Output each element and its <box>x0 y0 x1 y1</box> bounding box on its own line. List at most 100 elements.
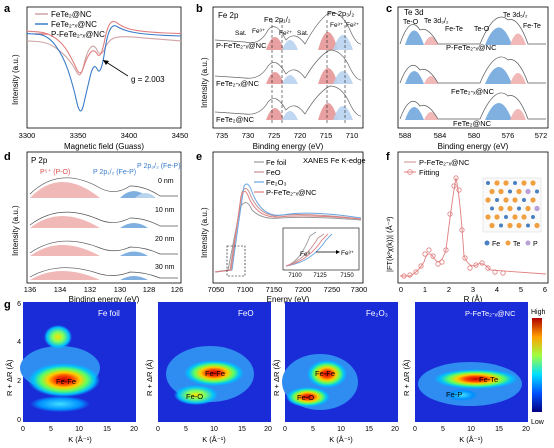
fit-marker <box>401 273 407 279</box>
legend-label: P-FeTe₂-ₓ@NC <box>266 188 317 197</box>
x-tick-label: 2 <box>447 285 451 294</box>
fe2-peak <box>266 108 284 120</box>
p-o-peak <box>30 216 100 228</box>
x-tick-label: 130 <box>114 285 127 294</box>
x-tick-label: 15 <box>238 426 246 433</box>
x-tick-labels: 0 5 10 15 20 0 5 10 15 20 0 5 10 15 20 0… <box>21 426 530 433</box>
atom <box>494 214 500 220</box>
sample-curve <box>214 191 362 273</box>
epr-series-line <box>26 36 182 76</box>
hotspot <box>434 369 518 389</box>
x-tick-label: 3 <box>471 285 475 294</box>
inset: Fe⁰ Fe³⁺ 7100 7125 7150 <box>282 227 360 279</box>
fit-marker <box>407 272 413 278</box>
wt-map-feo: FeO Fe-Fe Fe-O <box>158 302 271 422</box>
x-tick-label: 3450 <box>172 131 189 140</box>
plot-frame <box>212 6 364 129</box>
legend-label: Fitting <box>419 168 439 177</box>
x-axis-label: Binding energy (eV) <box>69 295 140 304</box>
fit-peaks <box>266 32 353 120</box>
atom <box>530 180 536 186</box>
legend-marker <box>407 169 413 175</box>
peak-label: Fe²⁺ <box>346 22 359 29</box>
depth-label: 10 nm <box>155 207 175 214</box>
peak-label: Fe³⁺ <box>252 28 265 35</box>
p-icon <box>525 240 531 246</box>
peak-label: Sat. <box>297 30 309 37</box>
x-tick-label: 7300 <box>351 285 368 294</box>
panel-f: f P-FeTe₂-ₓ@NC Fitting Fe Te P |FT(k²χ(k… <box>385 151 549 304</box>
atom <box>498 205 504 212</box>
x-tick-label: 730 <box>242 131 255 140</box>
x-axis-label: Binding energy (eV) <box>438 142 509 151</box>
panel-b: b Fe 2p Fe 2p₁/₂ <box>196 3 364 151</box>
x-tick-label: 134 <box>54 285 67 294</box>
x-tick-labels: 588 584 580 576 572 <box>399 131 548 140</box>
bond-label: Fe-Te <box>479 375 498 384</box>
fit-envelope <box>399 56 546 84</box>
fe-p-peak <box>120 251 148 256</box>
fe2-peak <box>266 37 284 50</box>
x-tick-label: 10 <box>210 426 218 433</box>
fit-envelope <box>214 11 362 45</box>
x-tick-label: 7200 <box>295 285 312 294</box>
map-title: P-FeTe₂-ₓ@NC <box>465 309 516 318</box>
inset-tick: 7100 <box>288 273 302 279</box>
x-tick-label: 588 <box>399 131 412 140</box>
legend: Fe foil FeO Fe₂O₃ P-FeTe₂-ₓ@NC <box>254 158 317 197</box>
peak-label: Fe²⁺ <box>279 30 292 37</box>
legend: FeTe₂@NC FeTe₂-ₓ@NC P-FeTe₂-ₓ@NC <box>35 10 105 39</box>
bond-label: Fe-Fe <box>315 369 335 378</box>
hotspot <box>174 385 218 405</box>
fit-marker <box>413 269 419 275</box>
x-axis-label: K (Å⁻¹) <box>68 435 92 444</box>
region-title: Fe 2p <box>218 11 239 20</box>
x-tick-label: 584 <box>434 131 447 140</box>
x-axis-label: Magnetic field (Guass) <box>64 142 144 151</box>
fe3-peak <box>282 40 298 50</box>
fit-marker <box>492 269 498 275</box>
raw-data-traces <box>29 177 178 279</box>
fit-marker <box>467 265 473 271</box>
y-axis-label: R + ΔR (Å) <box>145 359 154 396</box>
fit-marker <box>479 260 485 266</box>
x-tick-label: 20 <box>522 426 530 433</box>
region-title: XANES Fe K-edge <box>303 156 366 165</box>
fe-p-peak <box>120 276 148 280</box>
fit-peaks <box>405 27 526 120</box>
y-axis-label: |FT(k²χ(k))| (Å⁻³) <box>385 216 394 272</box>
fit-marker <box>439 259 445 265</box>
plot-frame <box>26 151 182 284</box>
fit-marker <box>435 261 441 267</box>
dashed-guides <box>271 20 346 124</box>
arrow-head <box>336 250 340 254</box>
fit-marker <box>459 227 465 233</box>
legend: P-FeTe₂-ₓ@NC Fitting <box>404 158 470 177</box>
plot-frame <box>397 6 549 129</box>
fe2-peak <box>318 103 338 120</box>
x-tick-label: 725 <box>268 131 281 140</box>
atom <box>534 222 540 229</box>
plot-frame <box>26 6 182 129</box>
legend-label: Fe foil <box>266 158 287 167</box>
fe2-peak <box>318 68 338 84</box>
fe-p-peak <box>135 193 156 198</box>
x-tick-label: 0 <box>21 426 25 433</box>
crystal-structure: Fe Te P <box>482 177 542 248</box>
y-tick-label: 6 <box>17 301 21 308</box>
y-axis-label: R + ΔR (Å) <box>5 359 14 396</box>
x-tick-label: 1 <box>423 285 427 294</box>
x-tick-label: 576 <box>502 131 515 140</box>
x-tick-label: 6 <box>543 285 547 294</box>
atom <box>485 214 491 220</box>
te-o-peak <box>405 107 424 120</box>
hotspot <box>28 363 100 397</box>
atom <box>521 214 527 220</box>
wt-map-sample: P-FeTe₂-ₓ@NC Fe-Te Fe-P <box>415 302 528 422</box>
hotspot <box>446 389 478 401</box>
hotspot <box>30 396 90 412</box>
atom <box>485 197 491 203</box>
raw-trace <box>29 211 178 227</box>
x-tick-label: 580 <box>468 131 481 140</box>
